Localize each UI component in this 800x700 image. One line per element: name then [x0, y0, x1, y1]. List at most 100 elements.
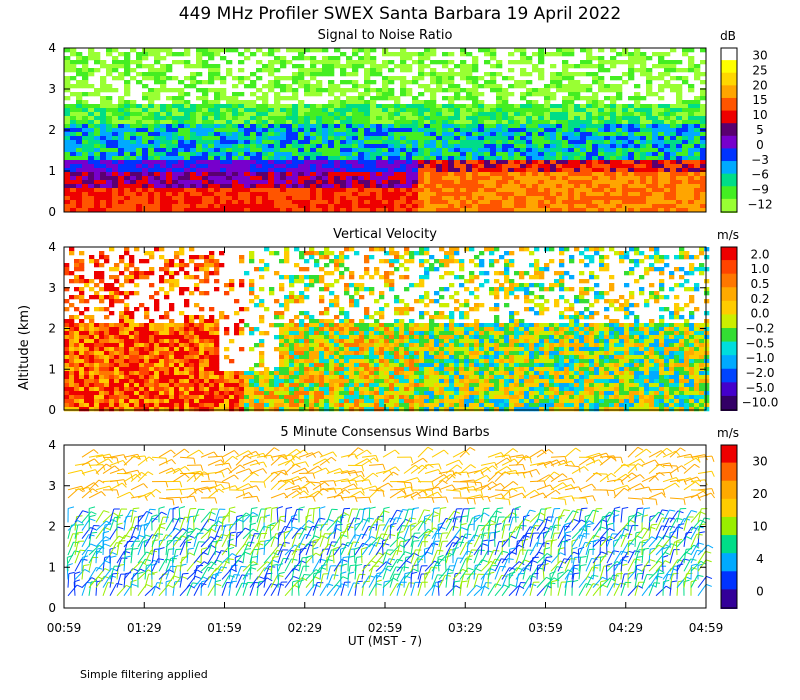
heatmap-cell	[514, 164, 521, 169]
heatmap-cell	[166, 168, 173, 173]
heatmap-cell	[316, 196, 323, 201]
heatmap-cell	[658, 96, 665, 101]
heatmap-cell	[70, 136, 77, 141]
heatmap-cell	[406, 88, 413, 93]
heatmap-cell	[628, 104, 635, 109]
heatmap-cell	[322, 184, 329, 189]
heatmap-cell	[490, 172, 497, 177]
heatmap-cell	[466, 156, 473, 161]
heatmap-cell	[214, 375, 220, 380]
heatmap-cell	[154, 379, 160, 384]
heatmap-cell	[289, 299, 295, 304]
heatmap-cell	[700, 176, 707, 181]
heatmap-cell	[112, 176, 119, 181]
heatmap-cell	[204, 319, 210, 324]
heatmap-cell	[454, 168, 461, 173]
heatmap-cell	[184, 355, 190, 360]
heatmap-cell	[104, 351, 110, 356]
heatmap-cell	[550, 144, 557, 149]
heatmap-cell	[238, 160, 245, 165]
heatmap-cell	[189, 399, 195, 404]
heatmap-cell	[94, 375, 100, 380]
heatmap-cell	[658, 184, 665, 189]
heatmap-cell	[556, 160, 563, 165]
heatmap-cell	[694, 140, 701, 145]
heatmap-cell	[109, 367, 115, 372]
heatmap-cell	[249, 375, 255, 380]
heatmap-cell	[274, 184, 281, 189]
heatmap-cell	[454, 208, 461, 213]
heatmap-cell	[418, 132, 425, 137]
heatmap-cell	[496, 144, 503, 149]
heatmap-cell	[76, 184, 83, 189]
heatmap-cell	[219, 395, 225, 400]
heatmap-cell	[214, 355, 220, 360]
heatmap-cell	[520, 176, 527, 181]
heatmap-cell	[688, 152, 695, 157]
heatmap-cell	[232, 208, 239, 213]
heatmap-cell	[250, 92, 257, 97]
heatmap-cell	[418, 60, 425, 65]
heatmap-cell	[70, 204, 77, 209]
heatmap-cell	[214, 271, 220, 276]
heatmap-cell	[129, 291, 135, 296]
heatmap-cell	[160, 132, 167, 137]
heatmap-cell	[129, 407, 135, 412]
heatmap-cell	[196, 204, 203, 209]
heatmap-cell	[526, 204, 533, 209]
heatmap-cell	[104, 307, 110, 312]
heatmap-cell	[208, 76, 215, 81]
heatmap-cell	[106, 96, 113, 101]
heatmap-cell	[194, 355, 200, 360]
heatmap-cell	[418, 200, 425, 205]
heatmap-cell	[284, 247, 290, 252]
heatmap-cell	[134, 339, 140, 344]
heatmap-cell	[214, 403, 220, 408]
heatmap-cell	[352, 160, 359, 165]
heatmap-cell	[508, 104, 515, 109]
heatmap-cell	[194, 339, 200, 344]
heatmap-cell	[94, 56, 101, 61]
heatmap-cell	[388, 52, 395, 57]
heatmap-cell	[514, 176, 521, 181]
heatmap-cell	[646, 200, 653, 205]
heatmap-cell	[442, 180, 449, 185]
heatmap-cell	[118, 156, 125, 161]
heatmap-cell	[340, 52, 347, 57]
heatmap-cell	[628, 60, 635, 65]
heatmap-cell	[538, 168, 545, 173]
heatmap-cell	[82, 200, 89, 205]
heatmap-cell	[82, 208, 89, 213]
heatmap-cell	[202, 196, 209, 201]
heatmap-cell	[370, 48, 377, 53]
heatmap-cell	[316, 176, 323, 181]
heatmap-cell	[562, 84, 569, 89]
heatmap-cell	[250, 100, 257, 105]
heatmap-cell	[322, 68, 329, 73]
heatmap-cell	[346, 136, 353, 141]
heatmap-cell	[376, 184, 383, 189]
heatmap-cell	[442, 96, 449, 101]
heatmap-cell	[144, 367, 150, 372]
heatmap-cell	[658, 144, 665, 149]
heatmap-cell	[508, 192, 515, 197]
heatmap-cell	[214, 387, 220, 392]
heatmap-cell	[508, 128, 515, 133]
heatmap-cell	[616, 208, 623, 213]
heatmap-cell	[298, 180, 305, 185]
heatmap-cell	[322, 144, 329, 149]
heatmap-cell	[118, 116, 125, 121]
heatmap-cell	[196, 96, 203, 101]
heatmap-cell	[388, 184, 395, 189]
heatmap-cell	[194, 315, 200, 320]
heatmap-cell	[204, 343, 210, 348]
heatmap-cell	[274, 68, 281, 73]
heatmap-cell	[262, 200, 269, 205]
heatmap-cell	[148, 116, 155, 121]
heatmap-cell	[178, 108, 185, 113]
heatmap-cell	[179, 335, 185, 340]
heatmap-cell	[130, 108, 137, 113]
heatmap-cell	[502, 176, 509, 181]
heatmap-cell	[94, 140, 101, 145]
heatmap-cell	[88, 52, 95, 57]
